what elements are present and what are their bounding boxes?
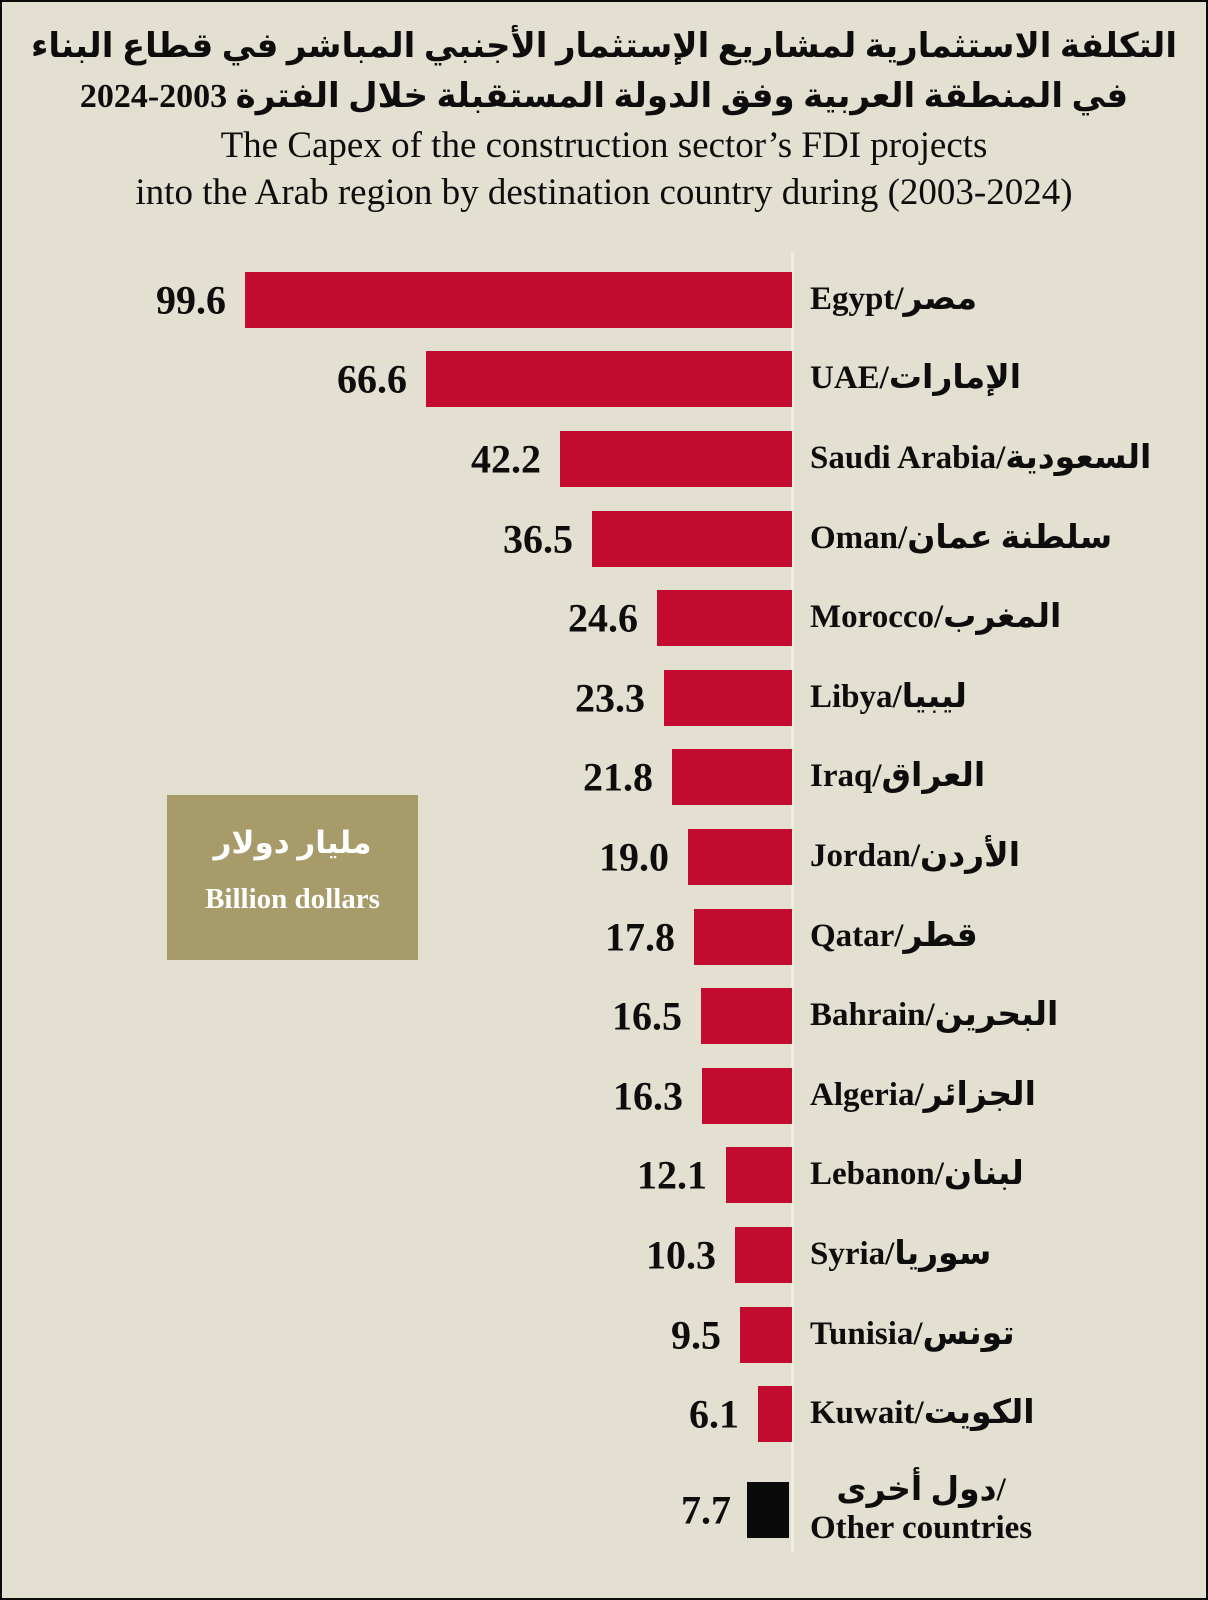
chart-title-arabic-line2: في المنطقة العربية وفق الدولة المستقبلة … [79, 78, 1129, 115]
bar-area: 10.3 [2, 1215, 792, 1295]
country-label: Egypt/مصر [810, 280, 978, 317]
country-label: Syria/سوريا [810, 1235, 992, 1272]
bar-area: 36.5 [2, 499, 792, 579]
chart-bar [726, 1147, 792, 1204]
country-label: Algeria/الجزائر [810, 1076, 1036, 1113]
chart-bar [735, 1226, 792, 1283]
chart-row: 12.1 Lebanon/لبنان [2, 1136, 1206, 1216]
chart-bar [688, 828, 792, 885]
chart-bar [560, 430, 792, 487]
chart-title-english-line2: into the Arab region by destination coun… [135, 172, 1073, 213]
chart-row: 16.5 Bahrain/البحرين [2, 976, 1206, 1056]
chart-bar [664, 669, 792, 726]
bar-value-label: 21.8 [583, 754, 653, 800]
country-label: Oman/سلطنة عمان [810, 519, 1113, 556]
bar-value-label: 99.6 [156, 277, 226, 323]
chart-row: 36.5 Oman/سلطنة عمان [2, 499, 1206, 579]
bar-area: 7.7 [2, 1464, 792, 1556]
bar-value-label: 19.0 [599, 834, 669, 880]
bar-area: 24.6 [2, 578, 792, 658]
country-label: Qatar/قطر [810, 917, 978, 954]
country-label: Tunisia/تونس [810, 1315, 1015, 1352]
bar-value-label: 12.1 [637, 1152, 707, 1198]
chart-bar [740, 1306, 792, 1363]
axis-baseline [791, 252, 794, 1552]
chart-row: 7.7 دول أخرى/ Other countries [2, 1464, 1206, 1556]
bar-value-label: 10.3 [646, 1232, 716, 1278]
chart-row: 66.6 UAE/الإمارات [2, 340, 1206, 420]
country-label: Lebanon/لبنان [810, 1156, 1024, 1193]
bar-value-label: 24.6 [568, 595, 638, 641]
country-label: Iraq/العراق [810, 758, 986, 795]
bar-value-label: 66.6 [337, 356, 407, 402]
bar-value-label: 17.8 [605, 914, 675, 960]
bar-area: 17.8 [2, 897, 792, 977]
chart-row: 24.6 Morocco/المغرب [2, 578, 1206, 658]
chart-bar [694, 908, 792, 965]
bar-value-label: 42.2 [471, 436, 541, 482]
bar-area: 19.0 [2, 817, 792, 897]
bar-area: 6.1 [2, 1374, 792, 1454]
bar-value-label: 16.5 [612, 993, 682, 1039]
bar-value-label: 6.1 [689, 1391, 739, 1437]
bar-value-label: 7.7 [681, 1487, 731, 1533]
legend-label-english: Billion dollars [205, 883, 380, 915]
chart-row: 10.3 Syria/سوريا [2, 1215, 1206, 1295]
bar-area: 23.3 [2, 658, 792, 738]
chart-bar [592, 510, 792, 567]
chart-row: 21.8 Iraq/العراق [2, 738, 1206, 818]
country-label: Bahrain/البحرين [810, 997, 1059, 1034]
bar-area: 12.1 [2, 1136, 792, 1216]
bar-area: 66.6 [2, 340, 792, 420]
chart-bar [747, 1481, 789, 1538]
bar-value-label: 23.3 [575, 675, 645, 721]
country-label: Morocco/المغرب [810, 599, 1062, 636]
chart-bar [657, 590, 792, 647]
legend-box: مليار دولار Billion dollars [167, 795, 418, 960]
country-label: Libya/ليبيا [810, 678, 967, 715]
chart-row: 99.6 Egypt/مصر [2, 260, 1206, 340]
chart-bar [702, 1067, 792, 1124]
chart-bar [701, 988, 792, 1045]
chart-bar [672, 749, 792, 806]
bar-area: 9.5 [2, 1295, 792, 1375]
bar-area: 16.3 [2, 1056, 792, 1136]
country-label: UAE/الإمارات [810, 360, 1022, 397]
chart-rows: 99.6 Egypt/مصر 66.6 UAE/الإمارات 42.2 Sa… [2, 260, 1206, 1556]
country-label: Saudi Arabia/السعودية [810, 440, 1152, 477]
bar-area: 99.6 [2, 260, 792, 340]
chart-row: 6.1 Kuwait/الكويت [2, 1374, 1206, 1454]
chart-row: 16.3 Algeria/الجزائر [2, 1056, 1206, 1136]
chart-bar [245, 271, 792, 328]
bar-value-label: 9.5 [671, 1312, 721, 1358]
chart-bar [426, 351, 792, 408]
chart-area: مليار دولار Billion dollars 99.6 Egypt/م… [2, 252, 1206, 1556]
chart-row: 23.3 Libya/ليبيا [2, 658, 1206, 738]
chart-header: التكلفة الاستثمارية لمشاريع الإستثمار ال… [2, 2, 1206, 216]
chart-title-arabic-line1: التكلفة الاستثمارية لمشاريع الإستثمار ال… [31, 28, 1177, 65]
country-label: Jordan/الأردن [810, 837, 1021, 874]
bar-area: 16.5 [2, 976, 792, 1056]
chart-row: 17.8 Qatar/قطر [2, 897, 1206, 977]
legend-label-arabic: مليار دولار [213, 825, 372, 860]
country-label: Kuwait/الكويت [810, 1395, 1035, 1432]
bar-value-label: 36.5 [503, 516, 573, 562]
chart-row: 9.5 Tunisia/تونس [2, 1295, 1206, 1375]
chart-title-english-line1: The Capex of the construction sector’s F… [220, 125, 988, 166]
bar-area: 42.2 [2, 419, 792, 499]
chart-row: 19.0 Jordan/الأردن [2, 817, 1206, 897]
bar-area: 21.8 [2, 738, 792, 818]
chart-row: 42.2 Saudi Arabia/السعودية [2, 419, 1206, 499]
country-label: دول أخرى/ Other countries [810, 1471, 1033, 1546]
bar-value-label: 16.3 [613, 1073, 683, 1119]
chart-bar [758, 1386, 792, 1443]
